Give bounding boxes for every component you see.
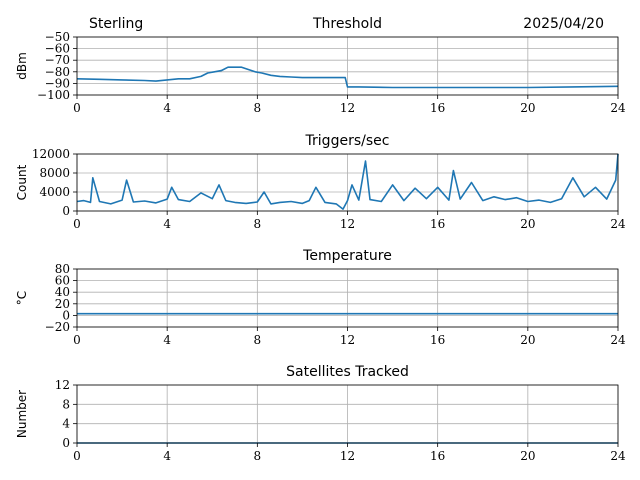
x-tick-label: 16 xyxy=(430,449,445,463)
series-line xyxy=(76,153,619,210)
y-tick-label: 0 xyxy=(62,204,70,218)
x-tick-label: 20 xyxy=(520,101,535,115)
y-tick-label: 80 xyxy=(55,262,70,276)
chart-panel-1: 0 4 8 12 16 20 24 −50−60−70−80−90−100 Threshold d… xyxy=(15,16,626,115)
x-tick-label: 0 xyxy=(73,101,81,115)
x-tick-label: 24 xyxy=(610,101,626,115)
y-tick-label: −20 xyxy=(45,320,70,334)
y-tick-label: 8 xyxy=(62,397,70,411)
x-tick-label: 8 xyxy=(254,217,262,231)
x-tick-label: 0 xyxy=(73,217,81,231)
y-tick-label: 40 xyxy=(55,285,70,299)
y-tick-label: −90 xyxy=(45,76,70,90)
series-line xyxy=(76,66,619,89)
x-tick-label: 12 xyxy=(340,333,355,347)
x-tick-label: 12 xyxy=(340,449,355,463)
y-tick-label: −80 xyxy=(45,65,70,79)
x-tick-label: 16 xyxy=(430,333,445,347)
y-tick-label: 12 xyxy=(55,378,70,392)
x-tick-label: 20 xyxy=(520,449,535,463)
x-tick-label: 8 xyxy=(254,333,262,347)
x-tick-label: 4 xyxy=(163,217,171,231)
y-tick-label: 12000 xyxy=(32,147,70,161)
x-tick-label: 20 xyxy=(520,217,535,231)
y-tick-label: 0 xyxy=(62,308,70,322)
x-tick-label: 24 xyxy=(610,449,626,463)
chart-title: Temperature xyxy=(302,248,392,264)
x-tick-label: 24 xyxy=(610,333,626,347)
station-name: Sterling xyxy=(89,16,143,32)
y-tick-label: 4 xyxy=(62,417,70,431)
chart-panel-4: 0 4 8 12 16 20 24 0 4 8 12 Satellites Tracked Number xyxy=(15,364,626,463)
y-tick-label: 0 xyxy=(62,436,70,450)
chart-title: Triggers/sec xyxy=(305,133,390,149)
report-date: 2025/04/20 xyxy=(523,16,604,32)
chart-title: Satellites Tracked xyxy=(286,364,409,380)
x-tick-label: 4 xyxy=(163,449,171,463)
y-tick-label: 4000 xyxy=(39,185,70,199)
x-tick-label: 20 xyxy=(520,333,535,347)
x-tick-label: 12 xyxy=(340,217,355,231)
y-tick-label: −70 xyxy=(45,53,70,67)
y-tick-label: −60 xyxy=(45,42,70,56)
chart-title: Threshold xyxy=(312,16,382,32)
y-tick-label: −50 xyxy=(45,30,70,44)
x-tick-label: 8 xyxy=(254,101,262,115)
y-axis-label: dBm xyxy=(15,52,29,80)
x-tick-label: 0 xyxy=(73,449,81,463)
chart-panel-2: 0 4 8 12 16 20 24 0 4000 8000 12000 Triggers/sec Cou… xyxy=(15,133,626,231)
x-tick-label: 8 xyxy=(254,449,262,463)
y-tick-label: 60 xyxy=(55,274,70,288)
panels: 0 4 8 12 16 20 24 −50−60−70−80−90−100 Threshold d… xyxy=(15,16,626,463)
y-axis-label: °C xyxy=(15,291,29,305)
x-tick-label: 0 xyxy=(73,333,81,347)
y-tick-label: 20 xyxy=(55,297,70,311)
y-axis-label: Number xyxy=(15,390,29,438)
y-tick-label: 8000 xyxy=(39,166,70,180)
x-tick-label: 16 xyxy=(430,101,445,115)
x-tick-label: 12 xyxy=(340,101,355,115)
x-tick-label: 16 xyxy=(430,217,445,231)
y-axis-label: Count xyxy=(15,164,29,200)
x-tick-label: 4 xyxy=(163,333,171,347)
x-tick-label: 24 xyxy=(610,217,626,231)
y-tick-label: −100 xyxy=(37,88,70,102)
x-tick-label: 4 xyxy=(163,101,171,115)
